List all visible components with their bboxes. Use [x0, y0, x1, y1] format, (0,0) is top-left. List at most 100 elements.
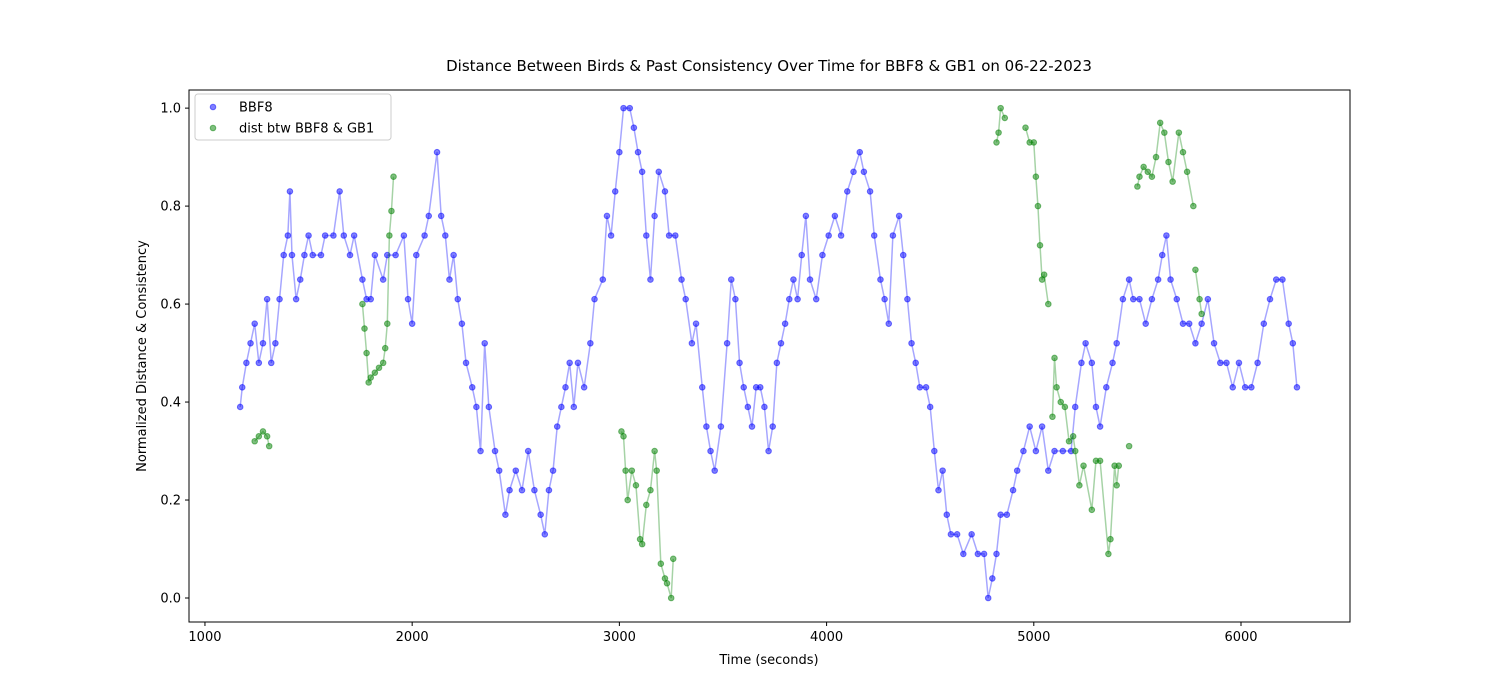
data-point — [877, 276, 884, 283]
y-tick-label: 0.0 — [160, 591, 181, 606]
data-point — [305, 232, 312, 239]
data-point — [1001, 114, 1009, 122]
data-point — [1179, 148, 1187, 156]
data-point — [1109, 359, 1116, 367]
data-point — [711, 467, 718, 474]
data-point — [421, 232, 428, 239]
data-point — [1009, 486, 1017, 494]
data-point — [785, 295, 793, 303]
data-point — [844, 188, 851, 195]
data-point — [437, 212, 445, 220]
data-point — [477, 447, 484, 455]
data-point — [669, 555, 677, 563]
data-point — [1289, 339, 1297, 347]
data-point — [717, 423, 725, 430]
data-point — [359, 300, 366, 308]
y-tick-label: 1.0 — [160, 102, 181, 117]
data-point — [688, 339, 696, 347]
data-point — [1113, 482, 1120, 489]
data-point — [819, 251, 826, 259]
data-point — [603, 212, 611, 220]
y-axis-label: Normalized Distance & Consistency — [135, 240, 150, 472]
data-point — [1078, 359, 1085, 367]
data-point — [1030, 139, 1038, 146]
data-point — [607, 232, 615, 239]
data-point — [1266, 295, 1274, 303]
data-point — [1045, 300, 1052, 308]
data-point — [591, 295, 598, 303]
data-point — [1152, 153, 1160, 161]
data-point — [653, 467, 660, 474]
data-point — [620, 104, 627, 112]
data-point — [433, 148, 441, 156]
data-point — [1156, 119, 1164, 127]
data-point — [558, 403, 565, 411]
data-point — [1192, 339, 1199, 347]
data-point — [1032, 173, 1040, 181]
data-point — [541, 531, 549, 538]
data-point — [616, 148, 623, 156]
data-point — [491, 447, 499, 455]
data-point — [1061, 403, 1069, 411]
data-point — [638, 168, 646, 176]
data-point — [1071, 403, 1079, 411]
data-point — [292, 295, 300, 303]
data-point — [321, 232, 329, 239]
legend-label: BBF8 — [239, 101, 273, 116]
data-point — [663, 580, 671, 587]
data-point — [899, 251, 907, 259]
data-point — [363, 349, 370, 357]
data-point — [570, 403, 578, 411]
data-point — [1119, 295, 1127, 303]
data-point — [371, 369, 379, 376]
data-point — [388, 207, 395, 215]
data-point — [922, 384, 930, 391]
data-point — [1204, 295, 1212, 303]
data-point — [1051, 447, 1058, 455]
data-point — [1003, 511, 1011, 519]
data-point — [317, 251, 325, 259]
data-point — [790, 276, 797, 283]
y-tick-label: 0.4 — [160, 396, 181, 411]
data-point — [263, 295, 271, 303]
data-point — [885, 320, 893, 327]
data-point — [1076, 482, 1083, 489]
y-tick-label: 0.2 — [160, 494, 181, 509]
data-point — [481, 339, 488, 347]
data-point — [288, 251, 296, 259]
data-point — [732, 295, 739, 303]
data-point — [367, 295, 375, 303]
x-tick-label: 2000 — [396, 630, 429, 645]
data-point — [866, 188, 874, 195]
data-point — [812, 295, 820, 303]
data-point — [926, 403, 934, 411]
data-point — [1148, 173, 1156, 181]
data-point — [632, 482, 640, 489]
data-point — [255, 359, 263, 367]
data-point — [506, 486, 513, 494]
data-point — [912, 359, 919, 367]
data-point — [425, 212, 433, 220]
data-point — [931, 447, 938, 455]
data-point — [247, 339, 254, 347]
data-point — [889, 232, 897, 239]
data-point — [442, 232, 449, 239]
data-point — [1196, 295, 1203, 303]
data-point — [255, 433, 263, 440]
data-point — [665, 232, 673, 239]
data-point — [744, 403, 752, 411]
data-point — [620, 433, 627, 440]
data-point — [400, 232, 408, 239]
data-point — [655, 168, 663, 176]
data-point — [997, 511, 1004, 519]
data-point — [870, 232, 878, 239]
data-point — [622, 467, 629, 474]
data-point — [904, 295, 911, 303]
data-point — [968, 531, 975, 538]
data-point — [580, 384, 588, 391]
data-point — [837, 232, 845, 239]
data-point — [384, 320, 391, 327]
data-point — [462, 359, 470, 367]
data-point — [1053, 384, 1060, 391]
data-point — [485, 403, 493, 411]
